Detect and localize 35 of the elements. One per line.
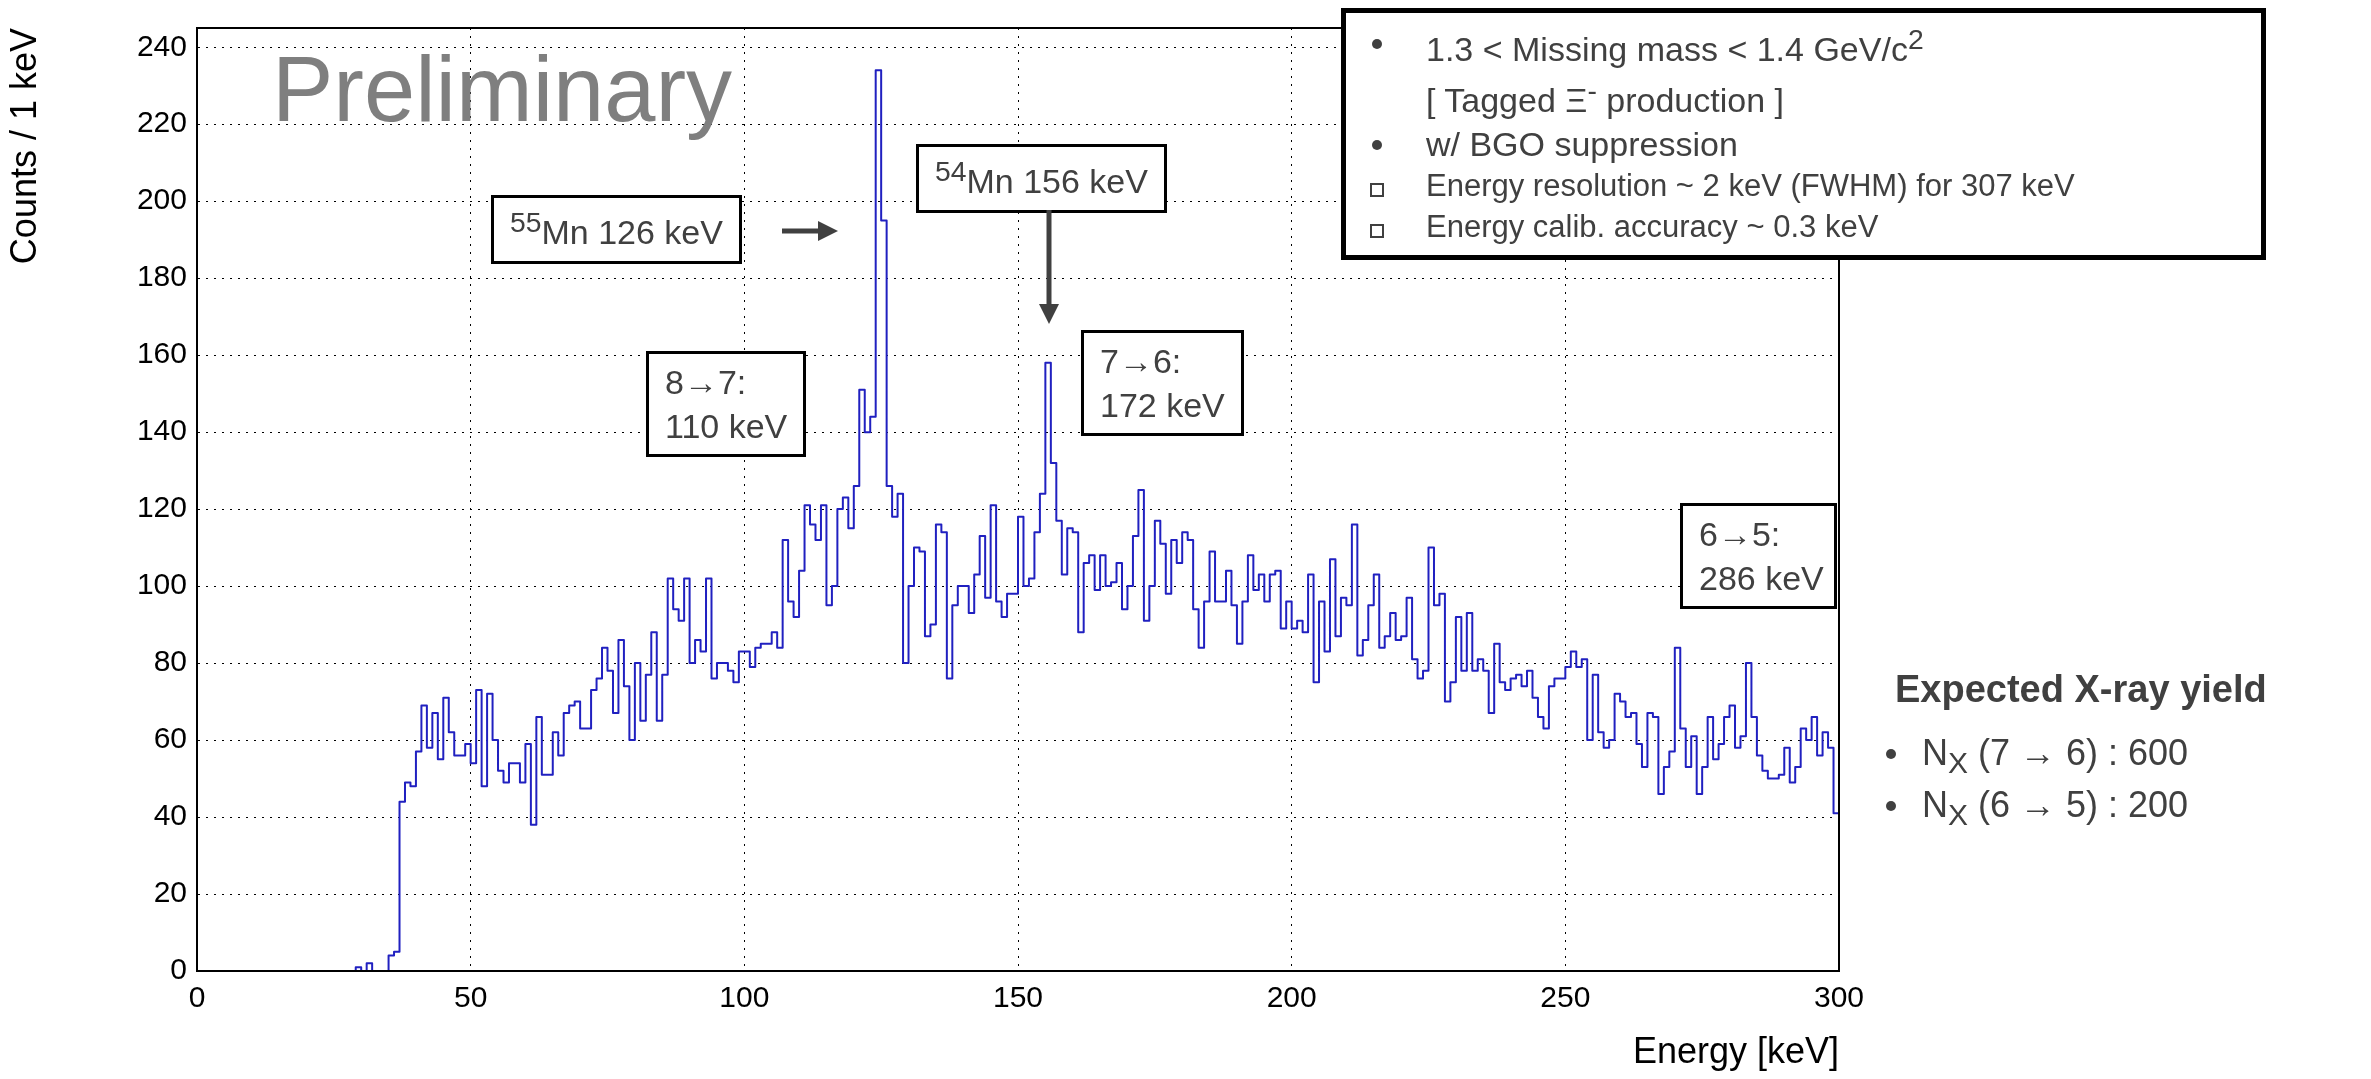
annotation: 6→5: 286 keV — [1680, 503, 1837, 610]
annotation: [ Tagged Ξ$^{-}$ production ] — [1426, 73, 1784, 119]
y-tick-label: 160 — [136, 336, 187, 370]
y-tick-label: 80 — [153, 644, 187, 678]
x-tick-label: 250 — [1540, 980, 1591, 1014]
annotation: 1.3 < Missing mass < 1.4 GeV/c$^{2}$ — [1426, 23, 1924, 69]
text: N$_{X}$ (7 → 6) : 600 — [1921, 731, 2189, 782]
y-tick-label: 180 — [136, 259, 187, 293]
x-axis-title: Energy [keV] — [1632, 1030, 1839, 1072]
y-tick-label: 40 — [153, 798, 187, 832]
x-tick-label: 300 — [1813, 980, 1865, 1014]
x-tick-label: 150 — [992, 980, 1044, 1014]
y-tick-label: 200 — [136, 182, 187, 216]
annotation: $^{55}$Mn 126 keV — [491, 195, 742, 264]
annotation: $^{54}$Mn 156 keV — [916, 144, 1167, 213]
text: Expected X-ray yield — [1895, 667, 2267, 712]
y-tick-label: 100 — [136, 567, 187, 601]
x-tick-label: 50 — [453, 980, 488, 1014]
x-tick-label: 200 — [1266, 980, 1317, 1014]
y-tick-label: 240 — [136, 28, 187, 62]
x-tick-label: 100 — [719, 980, 770, 1014]
annotation: w/ BGO suppression — [1426, 125, 1738, 164]
y-tick-label: 20 — [153, 875, 187, 909]
y-tick-label: 60 — [153, 721, 187, 755]
annotation: 8→7: 110 keV — [646, 351, 807, 458]
y-tick-label: 120 — [136, 490, 187, 524]
annotation: Energy resolution ~ 2 keV (FWHM) for 307 keV — [1426, 168, 2075, 204]
y-tick-label: 0 — [170, 952, 187, 986]
y-tick-label: 140 — [136, 413, 187, 447]
annotation: Preliminary — [272, 37, 733, 142]
annotation: 7→6: 172 keV — [1081, 330, 1244, 437]
y-axis-title: Counts / 1 keV — [2, 28, 44, 265]
text: N$_{X}$ (6 → 5) : 200 — [1921, 783, 2189, 834]
annotation: Energy calib. accuracy ~ 0.3 keV — [1426, 208, 1879, 244]
y-tick-label: 220 — [136, 105, 187, 139]
